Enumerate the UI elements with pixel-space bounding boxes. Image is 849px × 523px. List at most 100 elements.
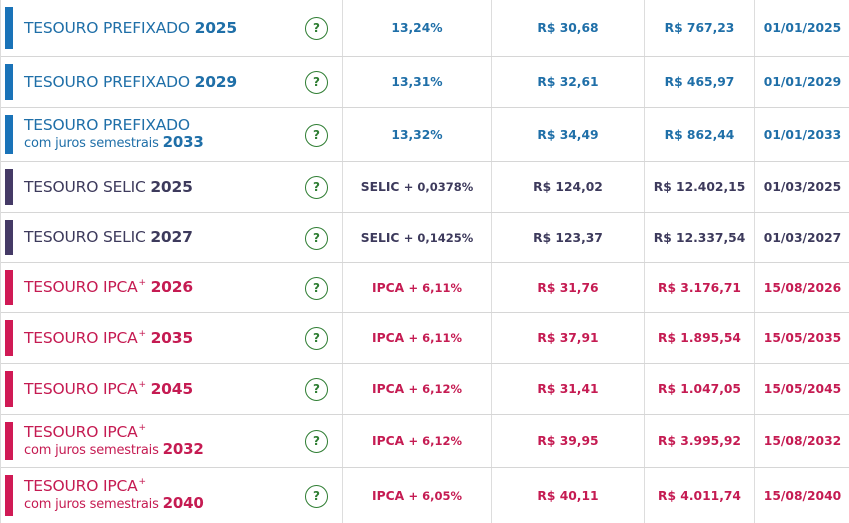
bond-name[interactable]: TESOURO SELIC 2027 [24, 213, 299, 262]
bond-name[interactable]: TESOURO IPCA+ 2026 [24, 263, 299, 312]
bond-title: TESOURO IPCA+ [24, 422, 299, 441]
bond-title-text: TESOURO PREFIXADO [24, 18, 190, 37]
unit-price: R$ 37,91 [491, 313, 644, 363]
bond-name[interactable]: TESOURO SELIC 2025 [24, 162, 299, 212]
bond-title: TESOURO IPCA+ 2045 [24, 379, 299, 398]
bond-year: 2032 [162, 439, 204, 458]
category-color-bar [5, 422, 13, 460]
bond-title-text: TESOURO IPCA [24, 422, 138, 441]
bond-subtitle-text: com juros semestrais [24, 497, 159, 512]
rate-value: + 0,1425% [403, 230, 474, 245]
annual-rate: IPCA + 6,11% [342, 313, 491, 363]
minimum-investment: R$ 1.895,54 [644, 313, 754, 363]
rate-value: + 0,0378% [403, 180, 474, 194]
annual-rate: IPCA + 6,12% [342, 415, 491, 467]
table-row[interactable]: TESOURO SELIC 2025? SELIC + 0,0378% R$ 124… [1, 162, 849, 213]
annual-rate: IPCA + 6,12% [342, 364, 491, 414]
annual-rate: 13,24% [342, 0, 491, 56]
maturity-date: 01/01/2033 [754, 108, 849, 161]
unit-price: R$ 40,11 [491, 468, 644, 523]
maturity-date: 15/08/2032 [754, 415, 849, 467]
bond-title-text: TESOURO IPCA [24, 477, 138, 495]
bond-year: 2035 [150, 328, 194, 347]
bond-year: 2045 [150, 379, 194, 398]
bond-year: 2033 [162, 133, 204, 151]
rate-value: + 6,11% [408, 280, 462, 295]
bond-name[interactable]: TESOURO IPCA+ com juros semestrais 2032 [24, 415, 299, 467]
maturity-date: 01/01/2029 [754, 57, 849, 107]
bond-title: TESOURO IPCA+ [24, 478, 299, 495]
bond-name[interactable]: TESOURO PREFIXADO com juros semestrais 20… [24, 108, 299, 161]
rate-index: IPCA [372, 434, 405, 448]
unit-price: R$ 123,37 [491, 213, 644, 262]
help-icon[interactable]: ? [305, 378, 328, 401]
table-row[interactable]: TESOURO PREFIXADO 2025? 13,24% R$ 30,68 R$ … [1, 0, 849, 57]
minimum-investment: R$ 12.337,54 [644, 213, 754, 262]
help-icon[interactable]: ? [305, 484, 328, 508]
bond-year: 2026 [150, 278, 194, 296]
category-color-bar [5, 7, 13, 49]
minimum-investment: R$ 1.047,05 [644, 364, 754, 414]
minimum-investment: R$ 4.011,74 [644, 468, 754, 523]
category-color-bar [5, 169, 13, 205]
maturity-date: 15/08/2040 [754, 468, 849, 523]
minimum-investment: R$ 862,44 [644, 108, 754, 161]
rate-index: IPCA [372, 382, 405, 396]
maturity-date: 15/05/2035 [754, 313, 849, 363]
annual-rate: IPCA + 6,05% [342, 468, 491, 523]
table-row[interactable]: TESOURO SELIC 2027? SELIC + 0,1425% R$ 123… [1, 213, 849, 263]
bond-title-text: TESOURO IPCA [24, 278, 138, 296]
category-color-bar [5, 115, 13, 154]
unit-price: R$ 32,61 [491, 57, 644, 107]
table-row[interactable]: TESOURO PREFIXADO 2029? 13,31% R$ 32,61 R$ … [1, 57, 849, 108]
plus-superscript: + [138, 379, 147, 390]
bond-title: TESOURO PREFIXADO [24, 117, 299, 134]
plus-superscript: + [138, 422, 147, 433]
table-row[interactable]: TESOURO IPCA+ 2045? IPCA + 6,12% R$ 31,41 R… [1, 364, 849, 415]
bond-year: 2029 [194, 72, 238, 91]
unit-price: R$ 34,49 [491, 108, 644, 161]
rate-index: SELIC [360, 180, 400, 194]
bond-title-text: TESOURO SELIC [24, 177, 146, 196]
help-icon[interactable]: ? [305, 327, 328, 350]
help-icon[interactable]: ? [305, 276, 328, 300]
table-row[interactable]: TESOURO IPCA+ 2026? IPCA + 6,11% R$ 31,76 R… [1, 263, 849, 313]
help-icon[interactable]: ? [305, 430, 328, 453]
help-icon[interactable]: ? [305, 71, 328, 94]
table-row[interactable]: TESOURO IPCA+ 2035? IPCA + 6,11% R$ 37,91 R… [1, 313, 849, 364]
plus-superscript: + [138, 477, 147, 487]
table-row[interactable]: TESOURO IPCA+ com juros semestrais 2040? I… [1, 468, 849, 523]
maturity-date: 01/03/2027 [754, 213, 849, 262]
help-icon[interactable]: ? [305, 176, 328, 199]
bond-subtitle: com juros semestrais 2033 [24, 134, 299, 152]
bond-title-text: TESOURO IPCA [24, 328, 138, 347]
minimum-investment: R$ 3.995,92 [644, 415, 754, 467]
bond-name[interactable]: TESOURO IPCA+ com juros semestrais 2040 [24, 468, 299, 523]
annual-rate: 13,31% [342, 57, 491, 107]
rate-index: IPCA [372, 280, 405, 295]
rate-value: 13,32% [391, 127, 443, 142]
bond-name[interactable]: TESOURO PREFIXADO 2029 [24, 57, 299, 107]
help-icon[interactable]: ? [305, 226, 328, 250]
bond-title: TESOURO PREFIXADO 2025 [24, 18, 299, 37]
bond-title: TESOURO IPCA+ 2035 [24, 328, 299, 347]
help-icon[interactable]: ? [305, 17, 328, 40]
bond-title-text: TESOURO PREFIXADO [24, 72, 190, 91]
help-icon[interactable]: ? [305, 123, 328, 147]
minimum-investment: R$ 465,97 [644, 57, 754, 107]
table-row[interactable]: TESOURO IPCA+ com juros semestrais 2032? I… [1, 415, 849, 468]
table-row[interactable]: TESOURO PREFIXADO com juros semestrais 20… [1, 108, 849, 162]
rate-index: SELIC [360, 230, 400, 245]
unit-price: R$ 31,76 [491, 263, 644, 312]
bond-year: 2025 [150, 177, 193, 196]
bond-title-text: TESOURO IPCA [24, 379, 138, 398]
category-color-bar [5, 320, 13, 356]
bond-subtitle: com juros semestrais 2040 [24, 495, 299, 513]
bond-name[interactable]: TESOURO IPCA+ 2035 [24, 313, 299, 363]
bond-name[interactable]: TESOURO IPCA+ 2045 [24, 364, 299, 414]
annual-rate: SELIC + 0,0378% [342, 162, 491, 212]
unit-price: R$ 31,41 [491, 364, 644, 414]
rate-value: + 6,11% [408, 331, 462, 345]
bond-name[interactable]: TESOURO PREFIXADO 2025 [24, 0, 299, 56]
rate-value: + 6,05% [408, 488, 462, 503]
